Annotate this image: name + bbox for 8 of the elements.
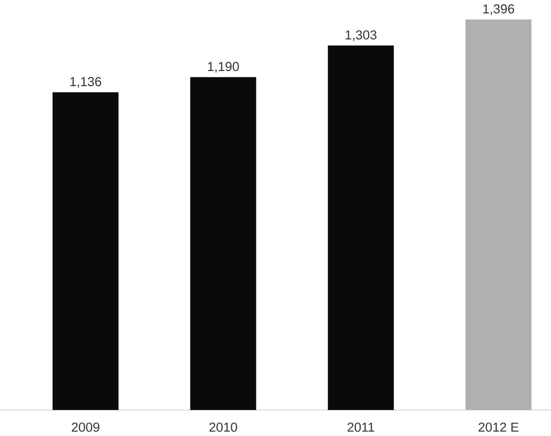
data-label: 1,190 [208,62,239,73]
x-tick-label: 2009 [72,422,100,432]
x-tick-label: 2010 [209,422,238,432]
data-label: 1,396 [483,4,514,15]
x-tick-label: 2011 [348,422,374,432]
data-label: 1,136 [70,76,102,88]
x-tick-label: 2012 E [478,422,518,432]
data-label: 1,303 [346,30,376,41]
